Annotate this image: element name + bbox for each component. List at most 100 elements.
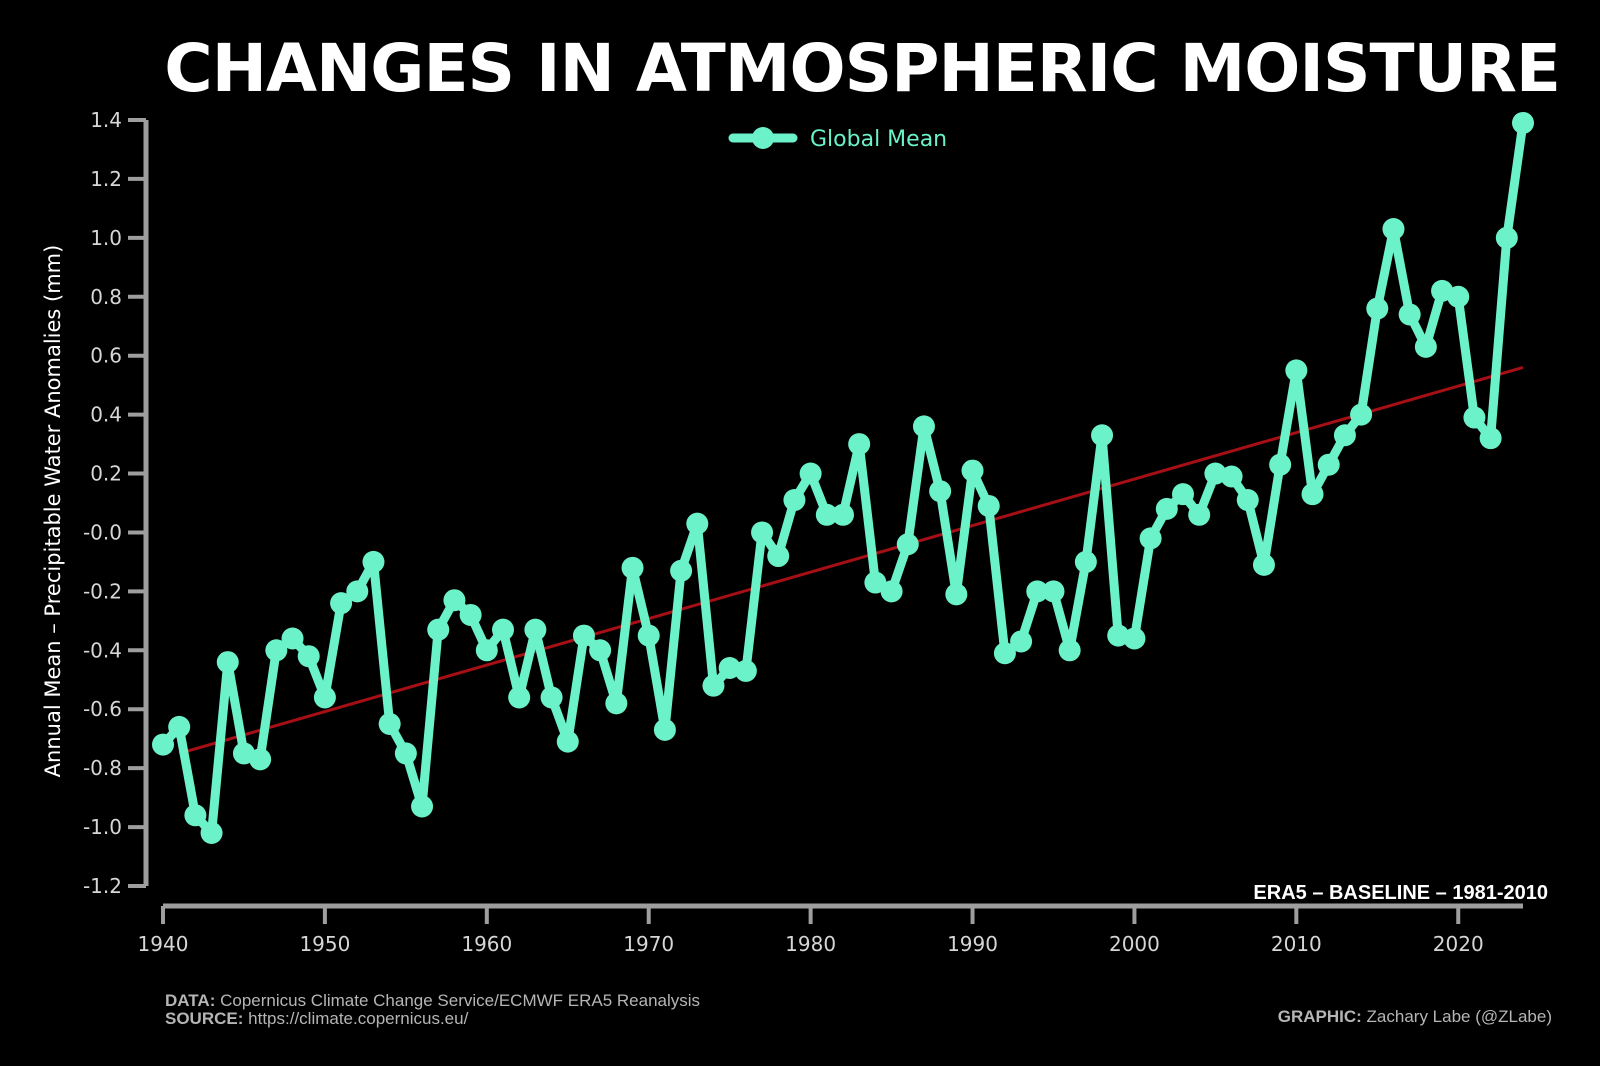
y-axis: -1.2 -1.0 -0.8 -0.6 -0.4 -0.2 -0.0 0.2 0.4 0.6 0.8…: [83, 108, 149, 898]
credit-source: SOURCE: https://climate.copernicus.eu/: [165, 1010, 468, 1027]
y-tick-label: 0.2: [90, 462, 122, 486]
data-point: [1042, 580, 1065, 603]
series-line-global-mean: [158, 118, 1528, 838]
y-tick-label: 0.6: [90, 344, 122, 368]
data-point: [1172, 483, 1194, 506]
y-tick-label: -0.8: [83, 756, 122, 780]
legend-label-global-mean: Global Mean: [810, 127, 947, 152]
data-point: [475, 639, 498, 662]
data-point: [508, 686, 531, 709]
data-point: [152, 733, 174, 756]
data-point: [1155, 497, 1178, 520]
data-point: [1350, 403, 1373, 426]
page-title: CHANGES IN ATMOSPHERIC MOISTURE: [164, 30, 1561, 107]
data-point: [945, 583, 968, 606]
data-point: [1333, 424, 1356, 447]
data-point: [767, 545, 790, 568]
x-axis: 1940 1950 1960 1970 1980 1990 2000 2010 2020: [138, 903, 1523, 956]
y-tick-label: -1.0: [83, 815, 122, 839]
y-tick-label: 1.4: [90, 108, 122, 132]
data-point: [1495, 226, 1518, 249]
data-point: [1366, 297, 1389, 320]
x-tick-label: 1940: [138, 932, 189, 956]
data-point: [249, 748, 272, 771]
data-point: [556, 730, 579, 753]
data-point: [993, 642, 1016, 665]
trend-line: [178, 366, 1524, 755]
data-point: [589, 639, 612, 662]
data-point: [281, 627, 304, 650]
data-point: [734, 659, 757, 682]
data-point: [346, 580, 369, 603]
x-tick-label: 2020: [1433, 932, 1484, 956]
data-point: [929, 480, 952, 503]
y-tick-label: 0.4: [90, 403, 122, 427]
credit-data-label: DATA:: [165, 991, 216, 1010]
data-point: [1252, 553, 1275, 576]
data-point: [362, 550, 385, 573]
data-point: [1382, 218, 1405, 241]
data-point: [961, 459, 984, 482]
data-point: [1236, 489, 1259, 512]
y-tick-label: 0.8: [90, 285, 122, 309]
data-point: [1091, 424, 1114, 447]
data-point: [621, 556, 644, 579]
x-tick-label: 1950: [299, 932, 350, 956]
credit-graphic-label: GRAPHIC:: [1277, 1007, 1362, 1026]
data-point: [1139, 527, 1162, 550]
data-point: [880, 580, 903, 603]
y-axis-label: Annual Mean – Precipitable Water Anomali…: [41, 245, 65, 778]
data-point: [313, 686, 336, 709]
x-tick-label: 1960: [461, 932, 512, 956]
data-point: [378, 712, 401, 735]
data-point: [492, 618, 514, 641]
data-point: [1074, 550, 1097, 573]
credit-source-text: https://climate.copernicus.eu/: [248, 1009, 469, 1028]
legend: Global Mean: [728, 127, 947, 152]
y-tick-label: -0.2: [83, 579, 122, 603]
data-point: [216, 651, 239, 674]
data-point: [1188, 503, 1211, 526]
data-point: [297, 645, 320, 668]
series-group: [152, 111, 1534, 844]
data-point: [702, 674, 725, 697]
data-point: [864, 571, 887, 594]
data-point: [1463, 406, 1486, 429]
data-point: [1123, 627, 1146, 650]
data-point: [1220, 465, 1243, 488]
legend-marker-swatch: [752, 127, 774, 149]
data-point: [1479, 427, 1502, 450]
x-tick-label: 2000: [1109, 932, 1160, 956]
y-tick-label: -0.6: [83, 697, 122, 721]
credit-graphic: GRAPHIC: Zachary Labe (@ZLabe): [1278, 1008, 1552, 1025]
data-point: [443, 589, 466, 612]
data-point: [200, 821, 223, 844]
y-tick-label: 1.2: [90, 167, 122, 191]
y-tick-label: -0.0: [83, 520, 122, 544]
credit-data-text: Copernicus Climate Change Service/ECMWF …: [220, 991, 701, 1010]
data-point: [670, 559, 693, 582]
data-point: [637, 624, 660, 647]
data-point: [330, 592, 353, 615]
x-tick-label: 1990: [947, 932, 998, 956]
data-point: [653, 718, 676, 741]
data-point: [427, 618, 450, 641]
data-point: [540, 686, 563, 709]
data-point: [815, 503, 838, 526]
y-tick-label: 1.0: [90, 226, 122, 250]
data-point: [524, 618, 547, 641]
data-point: [1301, 483, 1324, 506]
data-point: [572, 624, 595, 647]
data-point: [459, 603, 482, 626]
data-point: [1447, 285, 1470, 308]
data-point: [1010, 630, 1033, 653]
baseline-note: ERA5 – BASELINE – 1981-2010: [1253, 882, 1548, 904]
data-point: [1414, 335, 1437, 358]
data-point: [1269, 453, 1292, 476]
y-tick-label: -0.4: [83, 638, 122, 662]
data-point: [1512, 111, 1534, 134]
y-tick-label: -1.2: [83, 874, 122, 898]
data-point: [265, 639, 288, 662]
x-tick-label: 1980: [785, 932, 836, 956]
